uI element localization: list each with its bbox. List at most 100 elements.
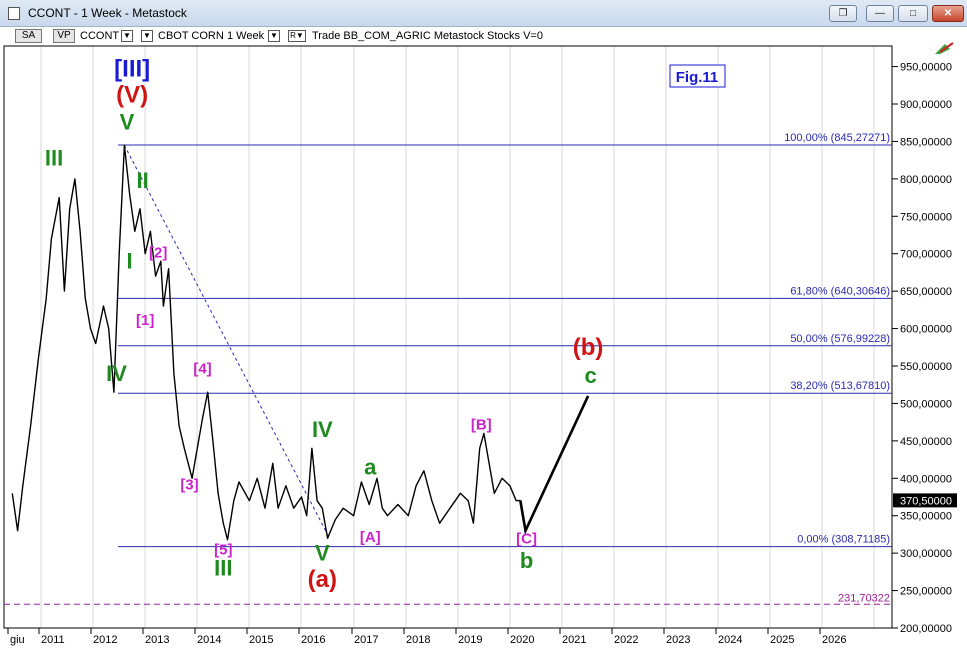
window-title: CCONT - 1 Week - Metastock [28,6,187,20]
y-tick-label: 400,00000 [900,473,952,485]
wave-label: [5] [214,542,232,559]
chevron-down-icon: ▼ [270,31,278,40]
wave-label: b [520,548,533,573]
x-tick-label: 2026 [822,634,846,646]
tools-icon[interactable] [935,42,954,54]
chart-toolbar: SA VP CCONT ▼ ▼ CBOT CORN 1 Week ▼ R▼ Tr… [0,28,967,46]
last-price-label: 370,50000 [900,495,952,507]
chart-grid [40,46,875,628]
y-tick-label: 600,00000 [900,324,952,336]
wave-label: V [120,109,135,134]
wave-label: III [214,556,232,581]
price-series [11,144,521,541]
y-tick-label: 300,00000 [900,548,952,560]
x-tick-label: 2017 [354,634,378,646]
x-tick-label: 2011 [41,634,65,646]
y-tick-label: 450,00000 [900,436,952,448]
x-tick-label: 2014 [197,634,221,646]
symbol-dropdown-button[interactable]: ▼ [121,30,133,42]
x-tick-label: 2012 [93,634,117,646]
x-tick-label: 2016 [301,634,325,646]
wave-label: [3] [180,477,198,494]
trendline-group [123,144,328,535]
y-tick-label: 750,00000 [900,211,952,223]
plot-border [3,45,893,629]
toolbar-info: Trade BB_COM_AGRIC Metastock Stocks V=0 [312,30,543,42]
period-dropdown-button[interactable]: ▼ [268,30,280,42]
restore-icon: ❐ [838,8,848,19]
wave-label: [III] [114,55,150,82]
document-icon [8,7,20,20]
fib-level-label: 0,00% (308,71185) [797,534,890,546]
minimize-button[interactable]: — [866,5,894,22]
wave-label: [4] [193,360,211,377]
wave-label: c [585,363,597,388]
price-line [11,144,521,541]
y-tick-label: 350,00000 [900,511,952,523]
wave-label: [B] [471,417,492,434]
x-tick-label: 2022 [614,634,638,646]
fib-level-label: 61,80% (640,30646) [790,285,890,297]
wave-label: (a) [308,566,337,593]
chart-title-box: Fig.11 [669,64,726,88]
wave-label: [C] [516,530,537,547]
period-label: 1 Week [227,30,265,42]
x-tick-label: 2019 [458,634,482,646]
last-price-tag [893,493,957,508]
x-axis: giu 2011 2012 2013 2014 2015 2016 2017 2018 2019 2… [7,628,846,646]
x-tick-label: 2020 [510,634,534,646]
y-tick-label: 850,00000 [900,136,952,148]
wave-label: IV [312,417,333,442]
fibonacci-levels: 100,00% (845,27271) 61,80% (640,30646) 50,… [4,132,892,605]
projection-line [519,395,590,536]
y-tick-label: 250,00000 [900,586,952,598]
wave-label: (b) [573,334,604,361]
y-tick-label: 800,00000 [900,174,952,186]
x-tick-label: 2018 [406,634,430,646]
wave-label: (V) [116,82,148,109]
restore-button[interactable]: ❐ [829,5,857,22]
fib-level-label: 50,00% (576,99228) [790,333,890,345]
vp-button[interactable]: VP [53,29,75,43]
x-tick-label: 2025 [770,634,794,646]
maximize-icon: □ [909,8,917,19]
window-titlebar: CCONT - 1 Week - Metastock ❐ — □ ✕ [0,0,967,27]
close-button[interactable]: ✕ [932,5,964,22]
x-tick-label: 2023 [666,634,690,646]
x-tick-label: 2015 [249,634,273,646]
y-tick-label: 550,00000 [900,361,952,373]
wave-label: [A] [360,529,381,546]
y-tick-label: 900,00000 [900,99,952,111]
wave-label: V [315,541,330,566]
close-icon: ✕ [943,8,953,19]
description-label: CBOT CORN [158,30,224,42]
maximize-button[interactable]: □ [898,5,928,22]
interval-dropdown-button[interactable]: ▼ [141,30,153,42]
r-dropdown-button[interactable]: R▼ [288,30,306,42]
y-tick-label: 200,00000 [900,623,952,635]
wave-label: IV [106,361,127,386]
projection-series [519,395,590,536]
y-tick-label: 650,00000 [900,286,952,298]
wave-label: a [364,455,377,480]
y-tick-label: 950,00000 [900,62,952,74]
wave-label: [2] [149,244,167,261]
x-tick-label: 2021 [562,634,586,646]
minimize-icon: — [875,8,885,19]
fib-level-label: 100,00% (845,27271) [784,132,890,144]
x-tick-label: 2013 [145,634,169,646]
chevron-down-icon: ▼ [143,31,151,40]
symbol-label: CCONT [80,30,120,42]
y-tick-label: 500,00000 [900,398,952,410]
trendline [123,144,328,535]
fib-level-label: 38,20% (513,67810) [790,380,890,392]
y-tick-label: 700,00000 [900,249,952,261]
x-tick-label: 2024 [718,634,742,646]
x-tick-label: giu [10,634,25,646]
dashed-level-label: 231,70322 [838,592,890,604]
wave-label: II [136,168,148,193]
chart-title: Fig.11 [676,69,719,86]
sa-button[interactable]: SA [15,29,42,43]
wave-label: [1] [136,312,154,329]
